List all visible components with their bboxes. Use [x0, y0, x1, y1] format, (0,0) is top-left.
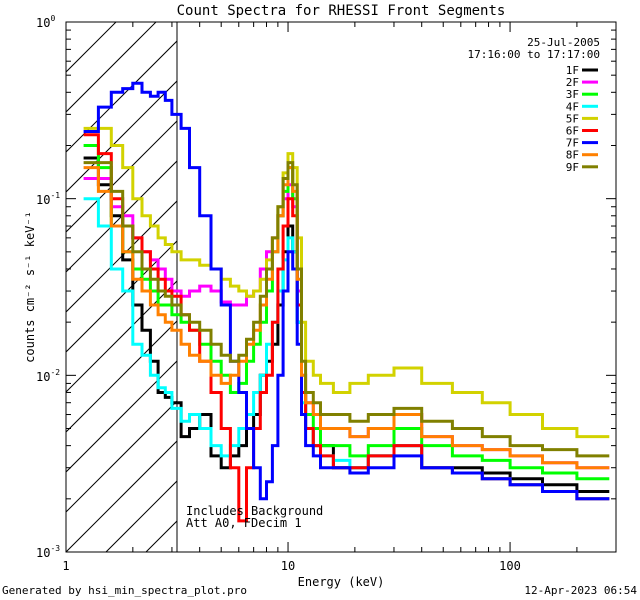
series-line-1F — [83, 156, 610, 493]
series-line-5F — [83, 126, 610, 439]
x-tick-label: 10 — [281, 559, 295, 573]
x-axis-label: Energy (keV) — [298, 575, 385, 589]
legend-label: 2F — [566, 76, 579, 89]
hatch-line — [66, 200, 177, 313]
plot-frame — [65, 21, 617, 553]
x-tick-label: 1 — [62, 559, 69, 573]
series-line-9F — [83, 161, 610, 458]
legend-label: 4F — [566, 100, 579, 113]
date-label: 25-Jul-2005 — [527, 36, 600, 49]
series-line-3F — [83, 144, 610, 481]
y-tick-label: 10-2 — [36, 368, 60, 384]
series-line-4F — [83, 197, 610, 501]
legend-label: 5F — [566, 112, 579, 125]
y-tick-label: 100 — [36, 14, 55, 30]
time-range-label: 17:16:00 to 17:17:00 — [468, 48, 600, 61]
legend-label: 1F — [566, 64, 579, 77]
axis-ticks — [65, 21, 617, 553]
hatch-line — [66, 440, 177, 552]
legend-label: 9F — [566, 161, 579, 174]
hatch-line — [66, 240, 177, 353]
attenuator-note: Att A0, FDecim 1 — [186, 516, 302, 530]
x-tick-label: 100 — [499, 559, 521, 573]
series-group — [83, 81, 610, 523]
series-line-6F — [83, 133, 610, 523]
hatch-line — [66, 160, 177, 273]
legend-label: 7F — [566, 137, 579, 150]
footer-timestamp: 12-Apr-2023 06:54 — [524, 584, 637, 597]
chart-title: Count Spectra for RHESSI Front Segments — [177, 3, 506, 19]
background-note: Includes Background — [186, 504, 323, 518]
series-line-8F — [83, 166, 610, 470]
y-tick-label: 10-1 — [36, 191, 60, 207]
hatch-line — [66, 400, 177, 513]
series-line-7F — [83, 81, 610, 501]
legend-label: 8F — [566, 149, 579, 162]
hatch-line — [66, 22, 157, 113]
y-tick-label: 10-3 — [36, 544, 60, 560]
hatch-line — [66, 360, 177, 473]
hatch-line — [66, 80, 177, 193]
footer-generator: Generated by hsi_min_spectra_plot.pro — [2, 584, 247, 597]
series-line-2F — [83, 177, 610, 470]
legend-label: 6F — [566, 125, 579, 138]
y-axis-label: counts cm⁻² s⁻¹ keV⁻¹ — [23, 211, 37, 363]
legend-label: 3F — [566, 88, 579, 101]
